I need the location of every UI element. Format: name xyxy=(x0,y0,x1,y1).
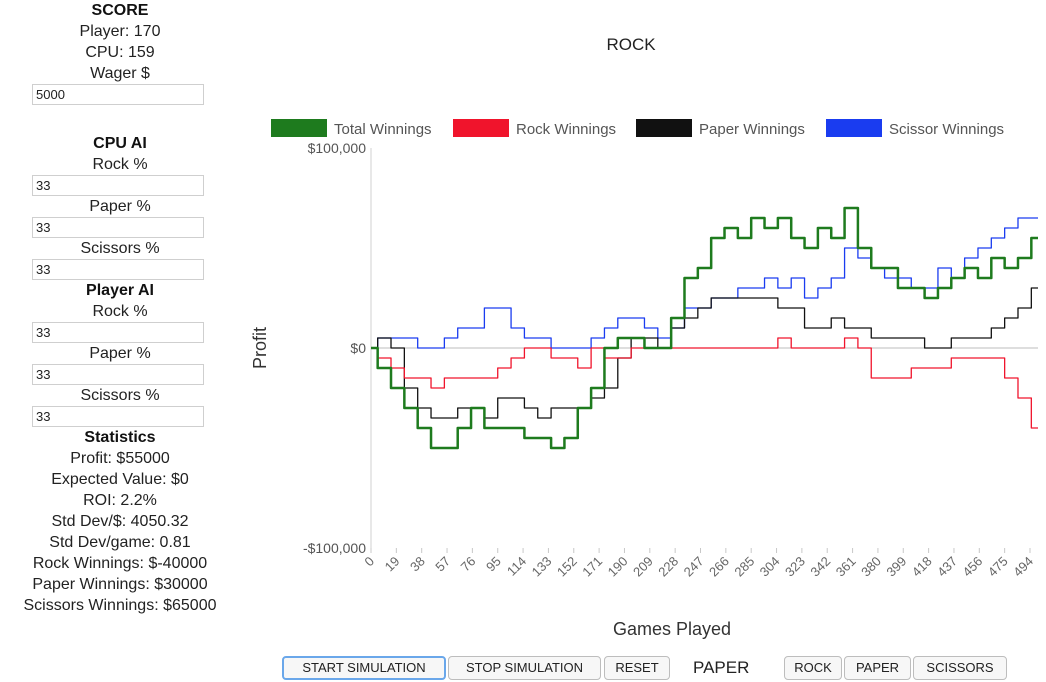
legend-swatch xyxy=(636,119,692,137)
stat-profit: Profit: $55000 xyxy=(70,450,170,467)
x-tick-label: 228 xyxy=(655,554,681,580)
start-simulation-button[interactable]: START SIMULATION xyxy=(282,656,446,680)
x-tick-label: 57 xyxy=(432,554,453,575)
series-line-scissor-winnings xyxy=(371,217,1038,349)
player-paper-label: Paper % xyxy=(89,345,151,362)
chart-area: ROCK Total Winnings Rock Winnings Paper Wi… xyxy=(240,0,1046,682)
player-scissors-input[interactable] xyxy=(32,406,204,427)
statistics-heading: Statistics xyxy=(84,429,156,446)
stat-rock-winnings: Rock Winnings: $-40000 xyxy=(32,555,208,572)
x-tick-label: 494 xyxy=(1010,554,1036,580)
x-tick-label: 342 xyxy=(807,554,833,580)
x-tick-label: 247 xyxy=(681,554,707,580)
player-rock-input[interactable] xyxy=(32,322,204,343)
x-tick-label: 190 xyxy=(605,554,631,580)
x-tick-label: 38 xyxy=(407,554,428,575)
x-tick-label: 323 xyxy=(782,554,808,580)
score-heading: SCORE xyxy=(91,2,149,19)
y-tick-label: -$100,000 xyxy=(303,540,366,556)
cpu-ai-heading: CPU AI xyxy=(93,135,147,152)
x-tick-label: 285 xyxy=(731,554,757,580)
cpu-score: CPU: 159 xyxy=(85,44,155,61)
x-tick-label: 304 xyxy=(757,554,783,580)
wager-input[interactable] xyxy=(32,84,204,105)
series-line-total-winnings xyxy=(371,206,1038,450)
chart-series xyxy=(371,206,1038,450)
legend-swatch xyxy=(453,119,509,137)
cpu-paper-label: Paper % xyxy=(89,198,151,215)
x-tick-label: 380 xyxy=(858,554,884,580)
reset-button[interactable]: RESET xyxy=(604,656,670,680)
legend-label: Rock Winnings xyxy=(516,121,616,138)
x-tick-label: 418 xyxy=(909,554,935,580)
x-tick-label: 76 xyxy=(458,554,479,575)
stat-std-dev-game: Std Dev/game: 0.81 xyxy=(49,534,191,551)
chart-title: ROCK xyxy=(606,35,656,54)
cpu-scissors-label: Scissors % xyxy=(80,240,160,257)
wager-label: Wager $ xyxy=(90,65,150,82)
stat-roi: ROI: 2.2% xyxy=(83,492,157,509)
stop-simulation-button[interactable]: STOP SIMULATION xyxy=(448,656,601,680)
y-axis-label: Profit xyxy=(250,327,270,369)
legend-swatch xyxy=(826,119,882,137)
x-tick-label: 133 xyxy=(529,554,555,580)
legend-label: Total Winnings xyxy=(334,121,432,138)
cpu-rock-label: Rock % xyxy=(92,156,148,173)
x-tick-label: 95 xyxy=(483,554,504,575)
y-tick-label: $0 xyxy=(350,340,366,356)
x-tick-label: 399 xyxy=(883,554,909,580)
player-scissors-label: Scissors % xyxy=(80,387,160,404)
cpu-rock-input[interactable] xyxy=(32,175,204,196)
stat-scissors-winnings: Scissors Winnings: $65000 xyxy=(23,597,217,614)
series-line-paper-winnings xyxy=(371,287,1038,419)
x-tick-label: 456 xyxy=(959,554,985,580)
y-tick-label: $100,000 xyxy=(308,140,367,156)
x-axis-label: Games Played xyxy=(613,619,731,639)
series-line-rock-winnings xyxy=(371,337,1038,429)
x-tick-label: 209 xyxy=(630,554,656,580)
legend-label: Paper Winnings xyxy=(699,121,805,138)
x-tick-label: 437 xyxy=(934,554,960,580)
player-ai-heading: Player AI xyxy=(86,282,154,299)
x-tick-label: 171 xyxy=(579,554,605,580)
player-rock-label: Rock % xyxy=(92,303,148,320)
paper-button[interactable]: PAPER xyxy=(844,656,911,680)
x-tick-label: 0 xyxy=(361,554,377,570)
chart-legend: Total Winnings Rock Winnings Paper Winning… xyxy=(271,119,1004,138)
scissors-button[interactable]: SCISSORS xyxy=(913,656,1007,680)
current-choice: PAPER xyxy=(693,658,750,677)
chart-axes: $100,000$0-$100,0000 19 38 57 76 95 114 133 152 1… xyxy=(303,140,1038,579)
stat-paper-winnings: Paper Winnings: $30000 xyxy=(32,576,208,593)
x-tick-label: 19 xyxy=(382,554,403,575)
cpu-paper-input[interactable] xyxy=(32,217,204,238)
rock-button[interactable]: ROCK xyxy=(784,656,842,680)
x-tick-label: 475 xyxy=(985,554,1011,580)
legend-label: Scissor Winnings xyxy=(889,121,1004,138)
sidebar-panel: SCORE Player: 170 CPU: 159 Wager $ CPU A… xyxy=(0,0,240,682)
stat-expected-value: Expected Value: $0 xyxy=(51,471,189,488)
x-tick-label: 114 xyxy=(504,554,529,579)
x-tick-label: 152 xyxy=(554,554,580,580)
profit-chart: ROCK Total Winnings Rock Winnings Paper Wi… xyxy=(250,35,1038,639)
x-tick-label: 266 xyxy=(706,554,732,580)
stat-std-dev-dollar: Std Dev/$: 4050.32 xyxy=(51,513,189,530)
cpu-scissors-input[interactable] xyxy=(32,259,204,280)
player-paper-input[interactable] xyxy=(32,364,204,385)
x-tick-label: 361 xyxy=(833,554,859,580)
player-score: Player: 170 xyxy=(79,23,161,40)
legend-swatch xyxy=(271,119,327,137)
